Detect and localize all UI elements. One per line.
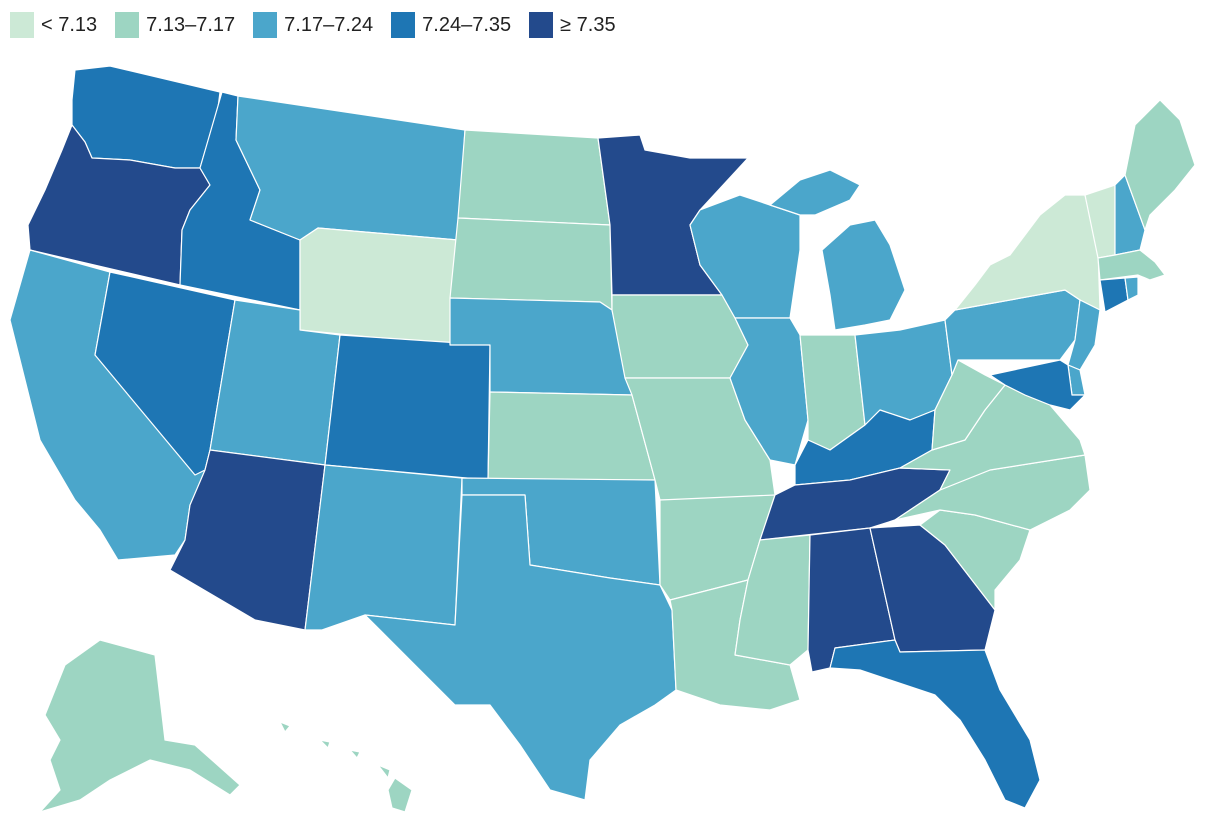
legend-swatch — [115, 12, 140, 38]
state-mt[interactable] — [235, 95, 466, 241]
state-mi[interactable] — [769, 169, 906, 331]
state-fl[interactable] — [829, 639, 1041, 809]
legend-swatch — [10, 12, 34, 38]
legend-swatch — [529, 12, 554, 38]
state-nh[interactable] — [1114, 174, 1146, 256]
state-ia[interactable] — [611, 294, 749, 379]
state-ny[interactable] — [954, 194, 1101, 311]
legend-item: 7.24–7.35 — [391, 12, 511, 38]
legend-swatch — [391, 12, 416, 38]
state-nm[interactable] — [304, 464, 463, 631]
legend-item: ≥ 7.35 — [529, 12, 616, 38]
state-ct[interactable] — [1099, 277, 1129, 313]
legend-label: 7.17–7.24 — [284, 13, 374, 36]
state-tx[interactable] — [364, 494, 677, 801]
state-nd[interactable] — [457, 129, 611, 226]
legend-label: ≥ 7.35 — [560, 13, 616, 36]
map-legend: < 7.13 7.13–7.17 7.17–7.24 7.24–7.35 ≥ 7… — [10, 12, 634, 38]
state-md[interactable] — [989, 359, 1086, 411]
state-me[interactable] — [1124, 99, 1196, 231]
state-ks[interactable] — [487, 391, 656, 481]
state-wy[interactable] — [299, 227, 459, 346]
state-ak[interactable] — [39, 639, 241, 813]
state-ri[interactable] — [1124, 276, 1139, 301]
state-wa[interactable] — [71, 65, 221, 169]
state-ma[interactable] — [1097, 249, 1166, 281]
state-co[interactable] — [324, 334, 491, 481]
legend-item: 7.17–7.24 — [253, 12, 373, 38]
state-hi[interactable] — [279, 721, 413, 813]
legend-swatch — [253, 12, 278, 38]
legend-label: 7.24–7.35 — [422, 13, 512, 36]
state-sd[interactable] — [449, 217, 613, 311]
state-il[interactable] — [729, 317, 809, 466]
legend-item: 7.13–7.17 — [115, 12, 235, 38]
legend-label: 7.13–7.17 — [146, 13, 236, 36]
legend-item: < 7.13 — [10, 12, 97, 38]
legend-label: < 7.13 — [41, 13, 98, 36]
